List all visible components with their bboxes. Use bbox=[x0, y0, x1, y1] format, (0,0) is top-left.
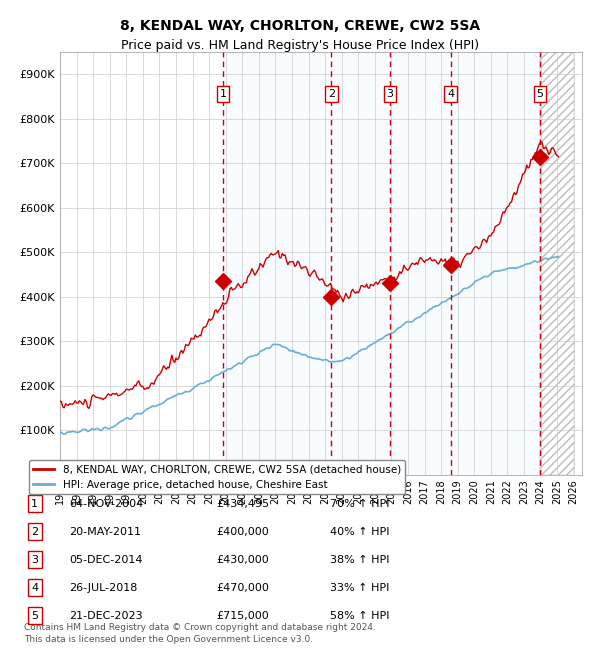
Text: 05-DEC-2014: 05-DEC-2014 bbox=[69, 554, 143, 565]
Bar bbox=[540, 52, 574, 474]
Bar bbox=[540, 52, 574, 474]
Text: 38% ↑ HPI: 38% ↑ HPI bbox=[330, 554, 389, 565]
Legend: 8, KENDAL WAY, CHORLTON, CREWE, CW2 5SA (detached house), HPI: Average price, de: 8, KENDAL WAY, CHORLTON, CREWE, CW2 5SA … bbox=[29, 460, 405, 494]
Text: 2: 2 bbox=[31, 526, 38, 537]
Text: 8, KENDAL WAY, CHORLTON, CREWE, CW2 5SA: 8, KENDAL WAY, CHORLTON, CREWE, CW2 5SA bbox=[120, 20, 480, 34]
Text: 33% ↑ HPI: 33% ↑ HPI bbox=[330, 582, 389, 593]
Text: 5: 5 bbox=[536, 89, 544, 99]
Bar bbox=[223, 52, 331, 474]
Text: £400,000: £400,000 bbox=[216, 526, 269, 537]
Text: 4: 4 bbox=[31, 582, 38, 593]
Text: 3: 3 bbox=[31, 554, 38, 565]
Text: Contains HM Land Registry data © Crown copyright and database right 2024.: Contains HM Land Registry data © Crown c… bbox=[24, 623, 376, 632]
Text: 21-DEC-2023: 21-DEC-2023 bbox=[69, 610, 143, 621]
Text: £430,000: £430,000 bbox=[216, 554, 269, 565]
Bar bbox=[390, 52, 451, 474]
Bar bbox=[451, 52, 540, 474]
Text: 3: 3 bbox=[386, 89, 394, 99]
Text: £470,000: £470,000 bbox=[216, 582, 269, 593]
Text: 70% ↑ HPI: 70% ↑ HPI bbox=[330, 499, 389, 509]
Text: 1: 1 bbox=[220, 89, 227, 99]
Text: 2: 2 bbox=[328, 89, 335, 99]
Text: £434,495: £434,495 bbox=[216, 499, 269, 509]
Text: Price paid vs. HM Land Registry's House Price Index (HPI): Price paid vs. HM Land Registry's House … bbox=[121, 39, 479, 52]
Bar bbox=[331, 52, 390, 474]
Text: 20-MAY-2011: 20-MAY-2011 bbox=[69, 526, 141, 537]
Text: This data is licensed under the Open Government Licence v3.0.: This data is licensed under the Open Gov… bbox=[24, 634, 313, 644]
Text: 40% ↑ HPI: 40% ↑ HPI bbox=[330, 526, 389, 537]
Text: £715,000: £715,000 bbox=[216, 610, 269, 621]
Text: 26-JUL-2018: 26-JUL-2018 bbox=[69, 582, 137, 593]
Text: 58% ↑ HPI: 58% ↑ HPI bbox=[330, 610, 389, 621]
Text: 4: 4 bbox=[447, 89, 454, 99]
Text: 1: 1 bbox=[31, 499, 38, 509]
Text: 04-NOV-2004: 04-NOV-2004 bbox=[69, 499, 143, 509]
Text: 5: 5 bbox=[31, 610, 38, 621]
